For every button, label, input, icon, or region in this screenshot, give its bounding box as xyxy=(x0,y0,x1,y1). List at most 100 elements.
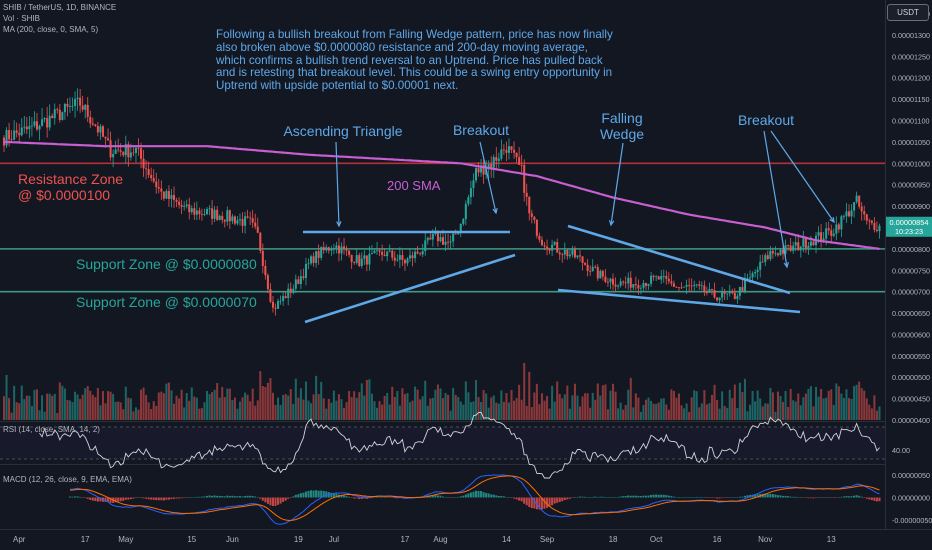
volume-bar xyxy=(127,397,130,420)
wedge-lower-line xyxy=(557,288,801,314)
macd-histogram-bar xyxy=(317,490,320,498)
macd-histogram-bar xyxy=(99,497,102,502)
volume-bar xyxy=(287,395,290,420)
macd-histogram-bar xyxy=(223,496,226,498)
volume-bar xyxy=(112,393,115,420)
volume-bar xyxy=(520,399,523,420)
candle-body xyxy=(408,255,412,259)
macd-histogram-bar xyxy=(878,497,881,502)
volume-bar xyxy=(221,387,224,420)
macd-histogram-bar xyxy=(614,497,617,498)
candle-body xyxy=(84,104,87,110)
volume-bar xyxy=(487,407,490,420)
candle-body xyxy=(208,208,211,210)
volume-bar xyxy=(860,388,863,420)
volume-bar xyxy=(74,391,77,420)
macd-histogram-bar xyxy=(513,497,516,499)
volume-bar xyxy=(84,388,87,420)
candle-body xyxy=(213,209,216,219)
candle-body xyxy=(386,251,389,257)
volume-bar xyxy=(551,385,554,420)
candle-body xyxy=(58,109,61,120)
volume-bar xyxy=(830,389,833,420)
rsi-tick-label: 40.00 xyxy=(892,446,910,455)
candle-body xyxy=(368,253,371,265)
candle-body xyxy=(601,270,604,277)
volume-bar xyxy=(769,387,772,420)
macd-histogram-bar xyxy=(264,497,267,503)
macd-histogram-bar xyxy=(188,497,191,498)
macd-histogram-bar xyxy=(710,497,713,498)
volume-bar xyxy=(721,391,724,420)
volume-bar xyxy=(198,408,201,420)
volume-bar xyxy=(18,403,21,420)
volume-bar xyxy=(355,397,358,420)
candle-body xyxy=(429,237,432,240)
arrow-breakout-1 xyxy=(479,141,497,214)
macd-histogram-bar xyxy=(137,497,140,498)
volume-bar xyxy=(114,401,117,420)
candle-body xyxy=(99,126,102,133)
candle-body xyxy=(165,191,168,199)
macd-histogram-bar xyxy=(294,494,297,498)
macd-histogram-bar xyxy=(393,497,396,499)
volume-bar xyxy=(378,401,381,420)
macd-histogram-bar xyxy=(467,493,470,498)
volume-bar xyxy=(35,389,39,420)
volume-bar xyxy=(398,405,401,420)
candle-body xyxy=(467,197,470,204)
candle-body xyxy=(683,286,686,288)
time-tick-label: 17 xyxy=(400,535,409,544)
candle-body xyxy=(688,285,691,286)
volume-bar xyxy=(573,383,576,420)
macd-histogram-bar xyxy=(76,496,79,498)
candle-body xyxy=(644,282,648,286)
currency-button[interactable]: USDT xyxy=(887,4,929,21)
volume-bar xyxy=(264,386,267,420)
macd-histogram-bar xyxy=(363,497,366,499)
macd-histogram-bar xyxy=(383,497,386,498)
macd-histogram-bar xyxy=(193,497,196,498)
volume-bar xyxy=(13,385,16,420)
macd-histogram-bar xyxy=(279,497,282,504)
macd-histogram-bar xyxy=(271,497,274,507)
candle-body xyxy=(505,150,508,153)
macd-histogram-bar xyxy=(556,497,559,503)
volume-bar xyxy=(677,393,681,420)
volume-bar xyxy=(241,397,244,420)
volume-bar xyxy=(195,397,198,420)
macd-histogram-bar xyxy=(142,497,145,499)
candle-body xyxy=(657,276,660,280)
candle-body xyxy=(416,251,419,254)
candle-body xyxy=(233,216,236,224)
volume-bar xyxy=(576,395,579,420)
macd-histogram-bar xyxy=(203,496,206,498)
volume-bar xyxy=(533,392,536,420)
volume-bar xyxy=(863,390,866,420)
macd-histogram-bar xyxy=(315,490,318,498)
price-tick-label: 0.00001100 xyxy=(892,117,929,126)
volume-bar xyxy=(170,390,173,420)
candle-body xyxy=(546,246,549,249)
macd-histogram-bar xyxy=(584,496,587,498)
macd-histogram-bar xyxy=(642,495,645,498)
candle-body xyxy=(259,232,262,251)
macd-histogram-bar xyxy=(728,497,731,498)
last-price-value: 0.00000854 xyxy=(889,218,928,227)
volume-bar xyxy=(81,394,84,420)
macd-histogram-bar xyxy=(601,496,604,498)
candle-body xyxy=(373,250,376,254)
volume-bar xyxy=(799,405,802,420)
candle-body xyxy=(5,130,8,146)
volume-bar xyxy=(43,411,46,420)
macd-histogram-bar xyxy=(160,497,163,501)
volume-bar xyxy=(53,393,56,420)
label-support-80: Support Zone @ $0.0000080 xyxy=(76,256,257,272)
last-price-badge xyxy=(886,216,932,237)
macd-histogram-bar xyxy=(155,497,158,501)
volume-bar xyxy=(183,407,186,420)
volume-bar xyxy=(244,392,247,420)
macd-histogram-bar xyxy=(140,497,143,498)
candle-body xyxy=(561,254,564,256)
macd-histogram-bar xyxy=(815,497,818,498)
